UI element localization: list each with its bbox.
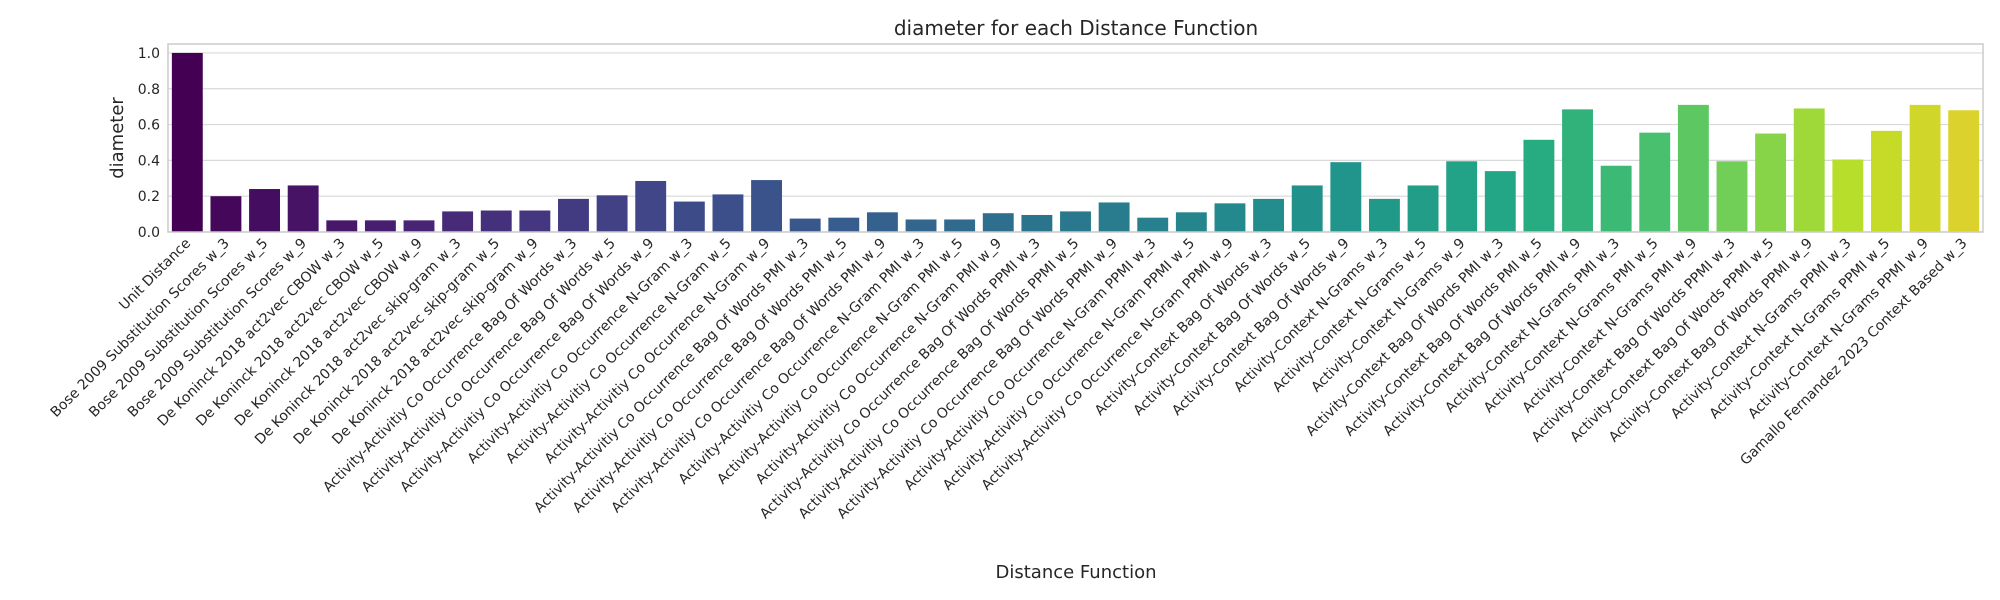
bar [1909, 104, 1941, 232]
bar [1600, 165, 1632, 232]
bar [944, 219, 976, 232]
bar [1523, 139, 1555, 232]
bar [1677, 104, 1709, 232]
y-axis-label: diameter [107, 97, 128, 179]
y-tick-label: 0.4 [138, 153, 160, 169]
y-tick-label: 0.8 [138, 82, 160, 98]
bar [364, 220, 396, 232]
bar [866, 212, 898, 232]
bar [403, 220, 435, 232]
y-tick-label: 1.0 [138, 46, 160, 62]
bar [596, 195, 628, 232]
bar [1330, 162, 1362, 232]
x-tick-label: Activity-Activitiy Co Occurrence N-Gram … [979, 236, 1237, 494]
bar [442, 211, 474, 232]
bar [635, 180, 667, 232]
bar [1214, 203, 1246, 232]
bar [982, 213, 1014, 232]
bar [751, 180, 783, 232]
y-tick-labels: 0.0 0.2 0.4 0.6 0.8 1.0 [138, 46, 160, 241]
x-axis-label: Distance Function [996, 562, 1157, 583]
bar [673, 201, 705, 232]
x-tick-label: Activity-Activitiy Co Occurrence N-Gram … [940, 236, 1198, 494]
bar [171, 52, 203, 233]
bar [1716, 161, 1748, 232]
bar [1948, 110, 1980, 232]
bar [1446, 161, 1478, 232]
bar [1137, 217, 1169, 232]
plot-frame [167, 43, 1984, 233]
y-tick-label: 0.2 [138, 189, 160, 205]
bar [326, 220, 358, 232]
bar [1098, 202, 1130, 232]
bar [1175, 212, 1207, 232]
bar [480, 210, 512, 232]
bar [789, 218, 821, 232]
bars [171, 52, 1980, 233]
bar [1562, 109, 1593, 232]
bar [1368, 198, 1400, 232]
bar [1832, 159, 1864, 232]
bar [1407, 185, 1439, 232]
bar [1484, 171, 1516, 232]
x-tick-label: Activity-Context N-Grams PPMI w_9 [1745, 236, 1932, 423]
bar [287, 185, 319, 232]
bar [1755, 133, 1787, 232]
bar [828, 217, 860, 232]
bar [1253, 198, 1285, 232]
bar [210, 196, 242, 232]
bar [1639, 132, 1671, 232]
y-tick-label: 0.6 [138, 118, 160, 134]
bar [558, 198, 589, 232]
bar [1793, 108, 1825, 232]
chart-title: diameter for each Distance Function [894, 16, 1258, 40]
bar [1021, 214, 1053, 232]
bar [1060, 211, 1091, 232]
bar [905, 219, 937, 232]
grid-lines [168, 52, 1983, 233]
bar [712, 194, 744, 232]
x-tick-label: Activity-Activitiy Co Occurrence N-Gram … [901, 236, 1159, 494]
bar [1291, 185, 1323, 232]
bar [249, 189, 280, 232]
y-tick-label: 0.0 [138, 225, 160, 241]
bar [1871, 130, 1902, 232]
bar [519, 210, 551, 232]
